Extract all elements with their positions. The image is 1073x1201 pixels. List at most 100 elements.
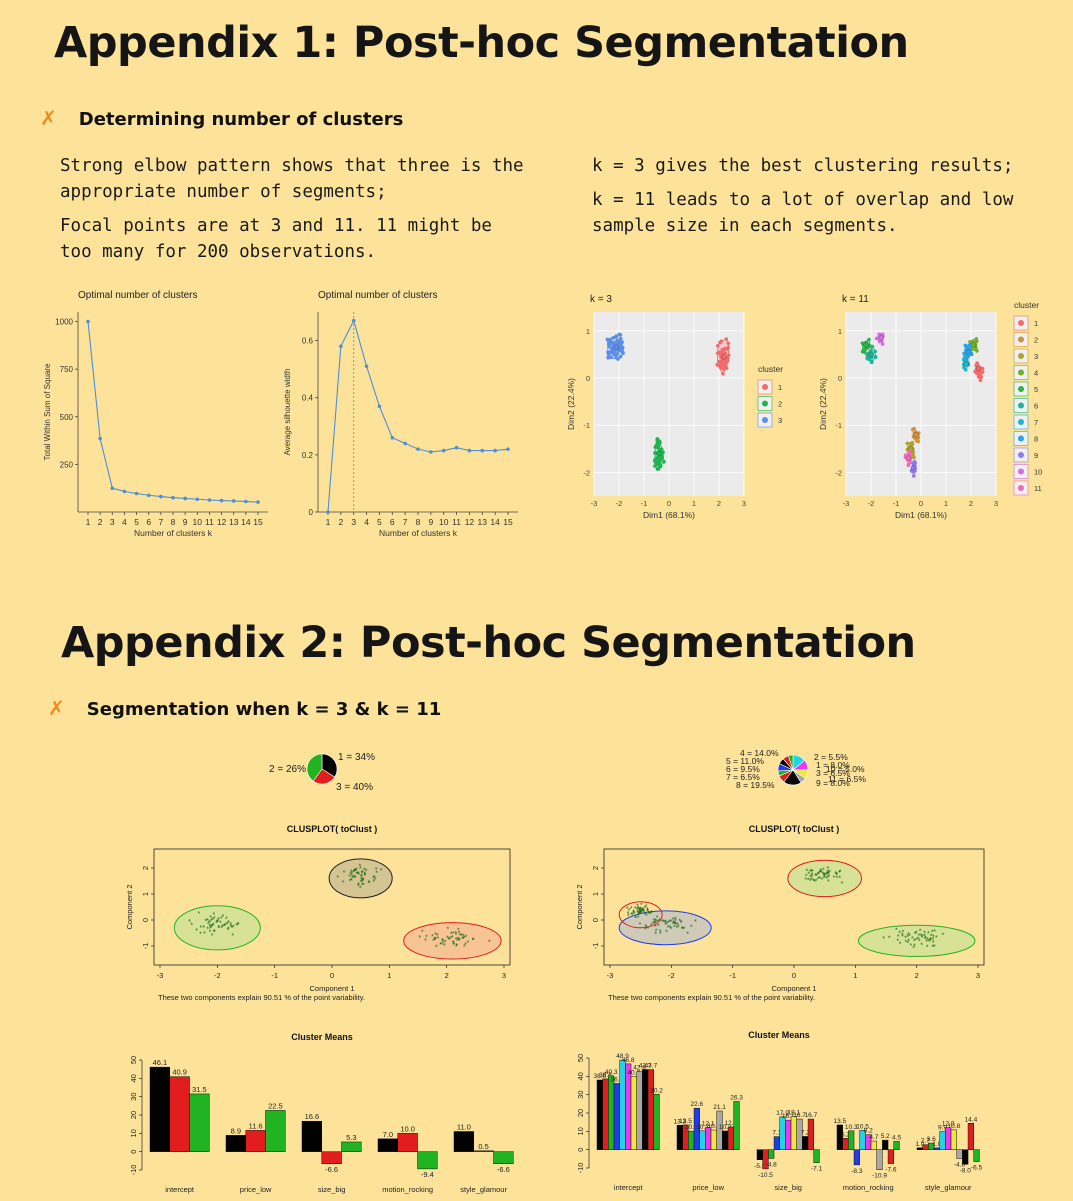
data-point [467, 448, 472, 453]
bar [950, 1129, 957, 1150]
x-tick-label: 6 [146, 517, 151, 527]
x-tick-label: -1 [729, 971, 736, 980]
cluster-point: * [460, 933, 463, 940]
data-point [364, 364, 369, 369]
legend-marker [1018, 336, 1024, 343]
data-label: 14.4 [965, 1116, 978, 1123]
cluster-point: * [665, 921, 668, 928]
cluster-point: * [914, 931, 917, 938]
cluster-point: * [664, 922, 667, 929]
cluster-point: * [905, 939, 908, 946]
data-point [122, 489, 127, 494]
cluster-point [618, 332, 623, 337]
cluster-point: * [835, 872, 838, 879]
cluster-point [862, 348, 866, 352]
legend-label: 2 [778, 400, 782, 409]
cluster-point: * [643, 911, 646, 918]
cluster-point: * [643, 910, 646, 917]
cluster-point: * [357, 871, 360, 878]
x-tick-label: 3 [976, 971, 980, 980]
cluster-point: * [823, 872, 826, 879]
pie-label: 7 = 6.5% [726, 772, 760, 782]
cluster-point: * [923, 934, 926, 941]
data-label: 40.9 [172, 1068, 187, 1077]
x-tick-label: -2 [214, 971, 221, 980]
cluster-point: * [674, 921, 677, 928]
legend-label: 10 [1034, 468, 1042, 477]
cluster-point: * [449, 936, 452, 943]
x-tick-label: -1 [271, 971, 278, 980]
cluster-point [722, 362, 726, 366]
cluster-point: * [804, 877, 807, 884]
y-tick-label: -10 [129, 1165, 138, 1176]
cluster-point: * [680, 920, 683, 927]
bar [377, 1138, 399, 1152]
cluster-point: * [350, 870, 353, 877]
y-axis-label: Dim2 (22.4%) [566, 378, 576, 430]
x-tick-label: 2 [338, 517, 343, 527]
cluster-point: * [199, 931, 202, 938]
bar [779, 1116, 786, 1150]
cluster-point: * [835, 872, 838, 879]
y-tick-label: -10 [576, 1163, 585, 1174]
cluster-point: * [357, 872, 360, 879]
cluster-point: * [446, 935, 449, 942]
cluster-point: * [211, 933, 214, 940]
cluster-point: * [823, 874, 826, 881]
cluster-point: * [213, 912, 216, 919]
cluster-point: * [237, 922, 240, 929]
cluster-point [721, 358, 726, 363]
x-axis-label: Number of clusters k [379, 528, 458, 538]
cluster-point: * [361, 878, 364, 885]
bar [625, 1063, 632, 1150]
pie-slice [306, 753, 323, 782]
cluster-point: * [641, 908, 644, 915]
cluster-point: * [217, 917, 220, 924]
data-label: 2.7 [921, 1138, 930, 1145]
cluster-point: * [209, 915, 212, 922]
cluster-point: * [639, 910, 642, 917]
cluster-point: * [821, 871, 824, 878]
cluster-point [618, 336, 623, 341]
cluster-point: * [828, 874, 831, 881]
cluster-point: * [904, 936, 907, 943]
data-label: 13.3 [674, 1118, 687, 1125]
cluster-point: * [673, 922, 676, 929]
cluster-point: * [336, 875, 339, 882]
cluster-point: * [694, 919, 697, 926]
cluster-point: * [672, 920, 675, 927]
cluster-point [719, 339, 723, 344]
bar [642, 1069, 649, 1150]
x-tick-label: 9 [428, 517, 433, 527]
cluster-point: * [814, 873, 817, 880]
x-tick-label: 13 [478, 517, 488, 527]
cluster-point [614, 334, 619, 338]
bar [710, 1129, 717, 1150]
x-tick-label: 6 [390, 517, 395, 527]
cluster-point: * [434, 932, 437, 939]
cluster-point: * [640, 909, 643, 916]
cluster-point: * [208, 923, 211, 930]
series-line [327, 319, 509, 513]
cluster-point: * [203, 931, 206, 938]
cluster-point: * [809, 874, 812, 881]
cluster-ellipse [403, 922, 502, 960]
cluster-point: * [374, 877, 377, 884]
cluster-point: * [223, 924, 226, 931]
cluster-point: * [358, 863, 361, 870]
cluster-point: * [827, 871, 830, 878]
data-label: 0.5 [478, 1142, 488, 1151]
x-tick-label: 1 [944, 499, 948, 508]
x-tick-label: 0 [919, 499, 923, 508]
bar [321, 1151, 342, 1165]
cluster-point: * [362, 878, 365, 885]
cluster-point: * [929, 937, 932, 944]
cluster-point: * [208, 920, 211, 927]
y-tick-label: -1 [835, 421, 842, 430]
cluster-point: * [227, 927, 230, 934]
cluster-point: * [646, 908, 649, 915]
cluster-point: * [807, 872, 810, 879]
y-tick-label: 1 [586, 327, 590, 336]
cluster-point: * [650, 910, 653, 917]
x-tick-label: motion_rocking [382, 1185, 433, 1194]
